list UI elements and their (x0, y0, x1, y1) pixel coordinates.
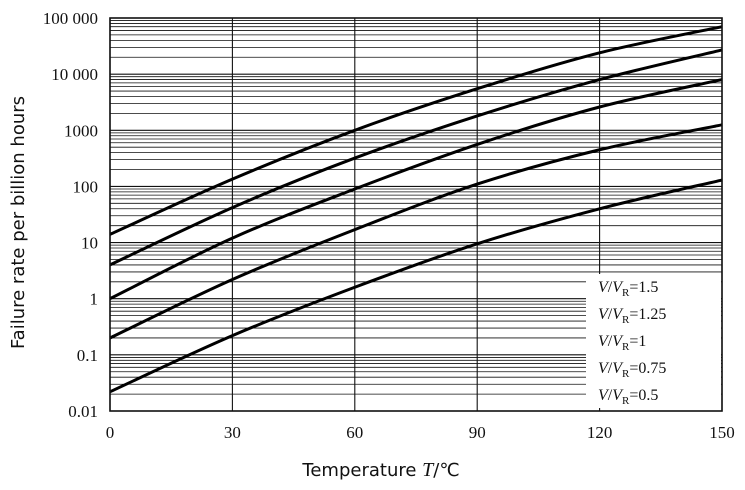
series-line-1 (109, 25, 723, 236)
series-line-3 (109, 78, 723, 301)
legend-entry-2: V/VR=1.25 (598, 306, 666, 326)
x-tick-label: 150 (709, 423, 735, 442)
x-tick-labels: 0 30 60 90 120 150 (106, 423, 735, 442)
x-axis-label-variable: T (422, 459, 435, 481)
legend: V/VR=1.5 V/VR=1.25 V/VR=1 V/VR=0.75 V/VR=0.5 (598, 279, 666, 407)
plot-frame (109, 17, 723, 412)
series-curves (109, 25, 723, 394)
y-tick-label: 100 000 (43, 9, 98, 28)
series-line-2 (109, 48, 723, 267)
legend-background (586, 274, 721, 408)
x-tick-label: 30 (224, 423, 241, 442)
series-line-5 (109, 178, 723, 394)
x-tick-label: 90 (469, 423, 486, 442)
y-tick-label: 0.01 (68, 402, 98, 421)
y-tick-label: 0.1 (77, 346, 98, 365)
y-tick-labels: 0.01 0.1 1 10 100 1000 10 000 100 000 (43, 9, 98, 421)
x-axis-label-text: Temperature (301, 460, 422, 481)
legend-entry-1: V/VR=1.5 (598, 279, 658, 299)
legend-entry-4: V/VR=0.75 (598, 360, 666, 380)
x-tick-label: 60 (346, 423, 363, 442)
y-axis-label: Failure rate per billion hours (8, 96, 29, 349)
x-tick-label: 120 (587, 423, 613, 442)
x-tick-label: 0 (106, 423, 115, 442)
x-axis-label-unit: /℃ (433, 460, 459, 481)
y-tick-label: 10 (81, 234, 98, 253)
series-line-4 (109, 123, 723, 340)
y-tick-label: 10 000 (51, 65, 98, 84)
y-tick-label: 100 (73, 177, 99, 196)
legend-entry-5: V/VR=0.5 (598, 387, 658, 407)
y-tick-label: 1 (90, 290, 99, 309)
legend-entry-3: V/VR=1 (598, 333, 646, 353)
y-tick-label: 1000 (64, 121, 98, 140)
x-axis-label: Temperature T/℃ (301, 459, 459, 481)
